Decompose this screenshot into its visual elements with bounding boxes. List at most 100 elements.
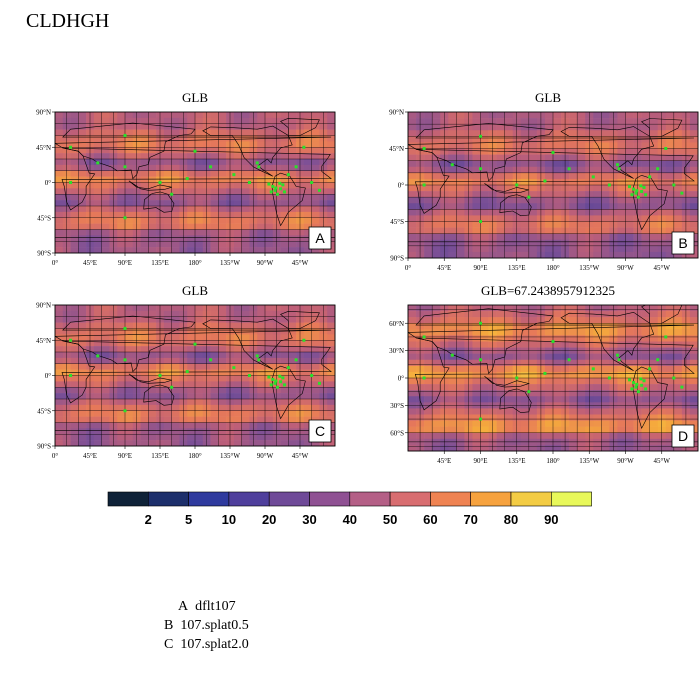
lon-tick-label: 45°E [83, 452, 97, 460]
colorbar-label: 60 [423, 512, 437, 527]
lat-tick-label: 45°N [36, 337, 51, 345]
lon-tick-label: 45°E [83, 259, 97, 267]
colorbar-label: 90 [544, 512, 558, 527]
colorbar-label: 30 [302, 512, 316, 527]
grid-lines [408, 112, 698, 258]
lat-tick-label: 60°S [390, 429, 404, 437]
lon-tick-label: 45°W [654, 457, 671, 465]
lon-tick-label: 180° [546, 457, 560, 465]
lat-tick-label: 45°N [389, 145, 404, 153]
panel-letter: A [315, 230, 325, 246]
station-markers [69, 327, 321, 413]
colorbar-label: 80 [504, 512, 518, 527]
lon-tick-label: 135°W [220, 259, 240, 267]
panel-a-title: GLB [182, 90, 208, 105]
map-panel-b: 90°N45°N0°45°S90°S0° 45°E 90°E 135°E 180° 135… [389, 109, 699, 272]
lat-tick-label: 90°S [37, 250, 51, 258]
lon-tick-label: 135°E [508, 457, 526, 465]
panel-letter: C [315, 423, 325, 439]
colorbar-swatch [389, 491, 431, 507]
lat-tick-label: 90°N [36, 302, 51, 310]
colorbar: 2 5 10 20 30 40 50 60 70 80 90 [107, 491, 592, 527]
lon-tick-label: 0° [52, 452, 59, 460]
lon-tick-label: 45°W [292, 452, 309, 460]
station-markers [422, 321, 684, 421]
legend-item-b: B 107.splat0.5 [164, 618, 249, 634]
lat-tick-label: 90°N [36, 109, 51, 117]
lat-tick-label: 90°S [390, 255, 404, 263]
grid-lines [408, 305, 698, 451]
lat-tick-label: 90°N [389, 109, 404, 117]
legend-item-a: A dflt107 [178, 599, 236, 615]
lon-tick-label: 180° [546, 264, 560, 272]
lon-tick-label: 135°E [508, 264, 526, 272]
colorbar-swatch [107, 491, 149, 507]
lon-tick-label: 90°E [473, 457, 487, 465]
lon-tick-label: 135°E [151, 259, 169, 267]
lon-tick-label: 45°W [292, 259, 309, 267]
panel-d-title: GLB=67.2438957912325 [480, 283, 616, 298]
colorbar-swatch [268, 491, 310, 507]
lon-tick-label: 135°W [579, 264, 599, 272]
lat-tick-label: 45°S [37, 407, 51, 415]
lon-tick-label: 90°W [257, 259, 274, 267]
lon-tick-label: 180° [188, 259, 202, 267]
panel-letter-box [308, 419, 332, 443]
lon-tick-label: 90°W [617, 264, 634, 272]
colorbar-swatch [228, 491, 270, 507]
colorbar-swatch [470, 491, 512, 507]
legend-name: 107.splat0.5 [180, 618, 249, 633]
lon-tick-label: 135°E [151, 452, 169, 460]
station-markers [422, 134, 684, 223]
lon-tick-label: 90°E [118, 452, 132, 460]
legend-letter: A [178, 599, 189, 614]
station-markers [69, 134, 321, 220]
lon-tick-label: 0° [405, 264, 412, 272]
lon-tick-label: 45°E [437, 264, 451, 272]
lon-tick-label: 90°W [617, 457, 634, 465]
colorbar-swatch [510, 491, 552, 507]
lon-tick-label: 45°E [437, 457, 451, 465]
colorbar-label: 50 [383, 512, 397, 527]
lat-tick-label: 45°S [37, 214, 51, 222]
colorbar-swatch [309, 491, 351, 507]
panel-c-title: GLB [182, 283, 208, 298]
panel-letter-box [671, 424, 695, 448]
lat-tick-label: 0° [398, 182, 405, 190]
colorbar-label: 40 [343, 512, 357, 527]
panel-letter-box [308, 226, 332, 250]
lon-tick-label: 90°W [257, 452, 274, 460]
legend-item-c: C 107.splat2.0 [164, 637, 249, 653]
panel-letter-box [671, 231, 695, 255]
lon-tick-label: 90°E [473, 264, 487, 272]
panel-letter: B [678, 235, 687, 251]
lat-tick-label: 90°S [37, 443, 51, 451]
lat-tick-label: 0° [45, 179, 52, 187]
lon-tick-label: 90°E [118, 259, 132, 267]
colorbar-label: 70 [463, 512, 477, 527]
lat-tick-label: 45°S [390, 218, 404, 226]
lat-tick-label: 60°N [389, 320, 404, 328]
colorbar-label: 10 [222, 512, 236, 527]
colorbar-label: 2 [145, 512, 152, 527]
lat-tick-label: 30°N [389, 347, 404, 355]
lon-tick-label: 0° [52, 259, 59, 267]
panel-letter: D [678, 428, 688, 444]
page-title: CLDHGH [26, 10, 110, 32]
lon-tick-label: 135°W [220, 452, 240, 460]
colorbar-swatch [147, 491, 189, 507]
legend-name: 107.splat2.0 [180, 637, 249, 652]
colorbar-swatch [349, 491, 391, 507]
colorbar-label: 20 [262, 512, 276, 527]
legend-letter: B [164, 618, 174, 633]
panel-b-title: GLB [535, 90, 561, 105]
colorbar-label: 5 [185, 512, 192, 527]
map-panel-c: 90°N45°N0°45°S90°S0° 45°E 90°E 135°E 180° 135… [36, 302, 336, 460]
lat-tick-label: 0° [45, 372, 52, 380]
legend-name: dflt107 [195, 599, 236, 614]
colorbar-swatch [550, 491, 592, 507]
lon-tick-label: 45°W [654, 264, 671, 272]
lat-tick-label: 0° [398, 375, 405, 383]
lat-tick-label: 45°N [36, 144, 51, 152]
lon-tick-label: 180° [188, 452, 202, 460]
